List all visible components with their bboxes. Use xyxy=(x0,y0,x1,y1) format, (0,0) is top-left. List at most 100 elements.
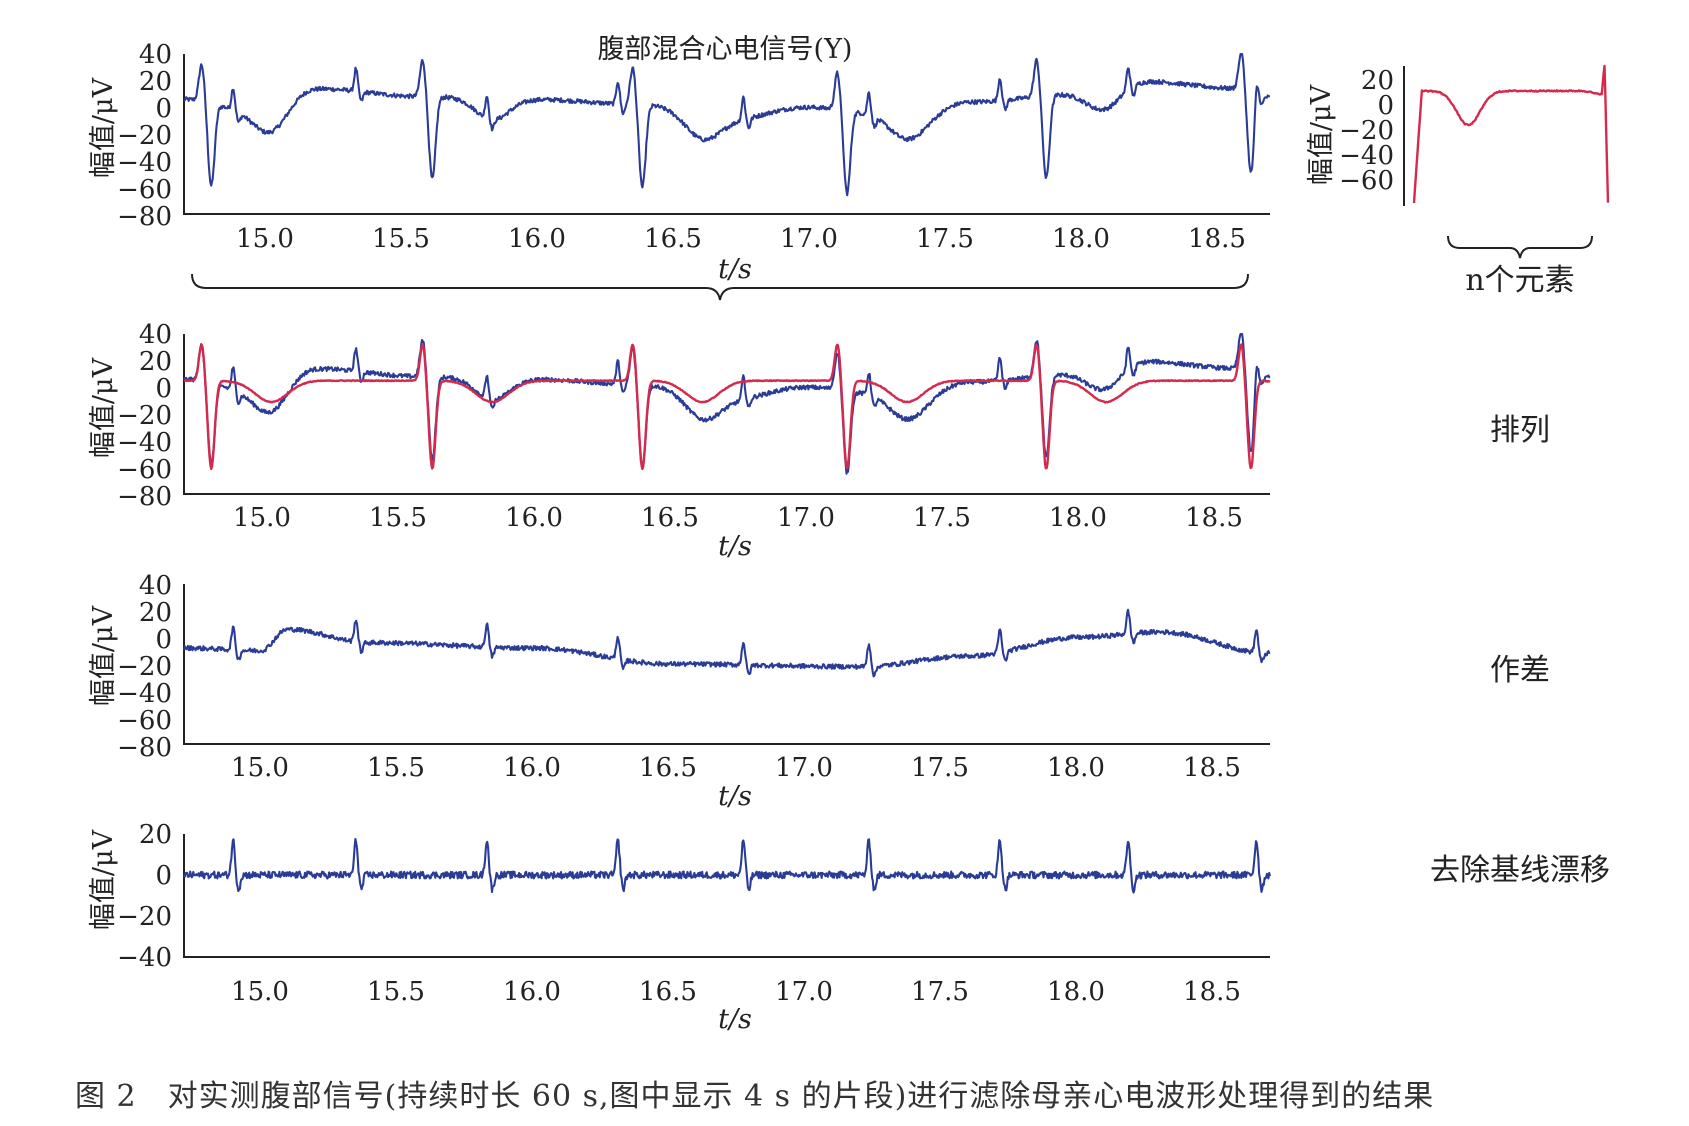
x-tick: 16.5 xyxy=(639,753,697,783)
x-tick: 15.0 xyxy=(236,224,294,254)
x-tick: 15.5 xyxy=(367,977,425,1007)
y-tick: −40 xyxy=(1339,141,1394,171)
y-tick: −80 xyxy=(117,202,172,232)
y-tick: 0 xyxy=(155,861,172,891)
panel-5-brace xyxy=(1447,235,1593,259)
y-tick: 20 xyxy=(139,347,172,377)
x-tick: 15.5 xyxy=(372,224,430,254)
x-tick: 16.0 xyxy=(503,753,561,783)
x-tick: 16.0 xyxy=(503,977,561,1007)
x-tick: 18.0 xyxy=(1047,753,1105,783)
panel-5-series xyxy=(1412,64,1610,204)
y-tick: −80 xyxy=(117,482,172,512)
y-tick: 20 xyxy=(139,820,172,850)
x-tick: 15.0 xyxy=(231,753,289,783)
panel-4-axes xyxy=(183,834,1270,958)
panel-2-series xyxy=(183,332,1271,475)
x-tick: 16.5 xyxy=(641,503,699,533)
x-tick: 18.0 xyxy=(1052,224,1110,254)
panel-4: 幅值/μV t/s 20 0 −20 −40 15.0 15.5 16.0 16… xyxy=(88,820,1610,1035)
panel-4-x-ticks: 15.0 15.5 16.0 16.5 17.0 17.5 18.0 18.5 xyxy=(231,977,1241,1007)
panel-1: 腹部混合心电信号(Y) 幅值/μV t/s 40 20 0 −20 −40 −6… xyxy=(88,34,1271,301)
y-tick: −80 xyxy=(117,733,172,763)
panel-3: 幅值/μV t/s 40 20 0 −20 −40 −60 −80 15.0 1… xyxy=(88,571,1550,812)
panel-3-xlabel: t/s xyxy=(718,781,752,812)
x-tick: 16.5 xyxy=(644,224,702,254)
x-tick: 17.5 xyxy=(911,977,969,1007)
y-tick: 0 xyxy=(1377,91,1394,121)
panel-3-axes xyxy=(183,584,1270,745)
series-line xyxy=(182,608,1271,678)
x-tick: 18.5 xyxy=(1183,977,1241,1007)
panel-2-ylabel: 幅值/μV xyxy=(88,357,119,458)
panel-4-xlabel: t/s xyxy=(718,1004,752,1035)
panel-4-y-ticks: 20 0 −20 −40 xyxy=(117,820,172,973)
x-tick: 17.0 xyxy=(775,977,833,1007)
y-tick: −40 xyxy=(117,428,172,458)
x-tick: 18.5 xyxy=(1185,503,1243,533)
y-tick: −40 xyxy=(117,679,172,709)
y-tick: −60 xyxy=(117,706,172,736)
panel-5-brace-label: n个元素 xyxy=(1465,263,1574,298)
series-line xyxy=(1412,64,1610,204)
series-line xyxy=(183,332,1271,475)
x-tick: 17.0 xyxy=(777,503,835,533)
x-tick: 17.5 xyxy=(913,503,971,533)
y-tick: 40 xyxy=(139,571,172,601)
panel-3-ylabel: 幅值/μV xyxy=(88,605,119,706)
panel-2: 幅值/μV t/s 40 20 0 −20 −40 −60 −80 15.0 1… xyxy=(88,320,1550,562)
panel-1-series xyxy=(183,52,1271,197)
y-tick: −20 xyxy=(117,652,172,682)
y-tick: 20 xyxy=(1361,66,1394,96)
panel-3-y-ticks: 40 20 0 −20 −40 −60 −80 xyxy=(117,571,172,763)
x-tick: 17.5 xyxy=(911,753,969,783)
figure-caption: 图 2 对实测腹部信号(持续时长 60 s,图中显示 4 s 的片段)进行滤除母… xyxy=(75,1079,1434,1114)
x-tick: 17.0 xyxy=(775,753,833,783)
panel-2-y-ticks: 40 20 0 −20 −40 −60 −80 xyxy=(117,320,172,512)
x-tick: 15.5 xyxy=(369,503,427,533)
panel-1-xlabel: t/s xyxy=(718,254,752,285)
y-tick: 0 xyxy=(155,625,172,655)
x-tick: 18.0 xyxy=(1047,977,1105,1007)
y-tick: −20 xyxy=(1339,116,1394,146)
x-tick: 17.0 xyxy=(780,224,838,254)
panel-1-ylabel: 幅值/μV xyxy=(88,77,119,178)
panel-3-x-ticks: 15.0 15.5 16.0 16.5 17.0 17.5 18.0 18.5 xyxy=(231,753,1241,783)
panel-2-side-label: 排列 xyxy=(1490,413,1550,448)
y-tick: 20 xyxy=(139,598,172,628)
x-tick: 15.0 xyxy=(231,977,289,1007)
series-line xyxy=(183,837,1272,894)
x-tick: 16.5 xyxy=(639,977,697,1007)
y-tick: −60 xyxy=(117,175,172,205)
panel-1-x-ticks: 15.0 15.5 16.0 16.5 17.0 17.5 18.0 18.5 xyxy=(236,224,1246,254)
x-tick: 15.0 xyxy=(233,503,291,533)
panel-3-series xyxy=(182,608,1271,678)
panel-5: 幅值/μV 20 0 −20 −40 −60 n个元素 xyxy=(1306,64,1610,298)
panel-1-title: 腹部混合心电信号(Y) xyxy=(598,34,853,65)
y-tick: 0 xyxy=(155,94,172,124)
panel-4-series xyxy=(183,837,1272,894)
y-tick: 0 xyxy=(155,374,172,404)
panel-2-x-ticks: 15.0 15.5 16.0 16.5 17.0 17.5 18.0 18.5 xyxy=(233,503,1243,533)
panel-4-side-label: 去除基线漂移 xyxy=(1430,853,1610,888)
x-tick: 16.0 xyxy=(508,224,566,254)
x-tick: 18.5 xyxy=(1188,224,1246,254)
panel-2-axes xyxy=(183,334,1270,495)
x-tick: 15.5 xyxy=(367,753,425,783)
y-tick: 40 xyxy=(139,320,172,350)
panel-2-xlabel: t/s xyxy=(718,531,752,562)
x-tick: 18.0 xyxy=(1049,503,1107,533)
panel-3-side-label: 作差 xyxy=(1490,653,1550,688)
panel-1-y-ticks: 40 20 0 −20 −40 −60 −80 xyxy=(117,40,172,232)
y-tick: −20 xyxy=(117,902,172,932)
panel-4-ylabel: 幅值/μV xyxy=(88,829,119,930)
y-tick: −40 xyxy=(117,148,172,178)
panel-5-ylabel: 幅值/μV xyxy=(1306,84,1337,185)
y-tick: 40 xyxy=(139,40,172,70)
y-tick: −20 xyxy=(117,121,172,151)
series-line xyxy=(183,52,1271,197)
x-tick: 17.5 xyxy=(916,224,974,254)
y-tick: −60 xyxy=(117,455,172,485)
y-tick: −20 xyxy=(117,401,172,431)
